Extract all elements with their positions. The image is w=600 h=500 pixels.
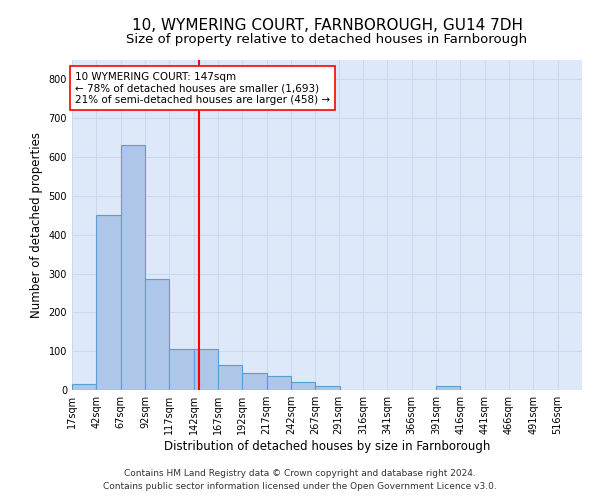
Bar: [169, 349, 194, 390]
Text: Size of property relative to detached houses in Farnborough: Size of property relative to detached ho…: [127, 32, 527, 46]
X-axis label: Distribution of detached houses by size in Farnborough: Distribution of detached houses by size …: [164, 440, 490, 453]
Bar: [266, 376, 291, 390]
Text: 10, WYMERING COURT, FARNBOROUGH, GU14 7DH: 10, WYMERING COURT, FARNBOROUGH, GU14 7D…: [131, 18, 523, 32]
Bar: [121, 146, 145, 390]
Bar: [291, 382, 316, 390]
Bar: [242, 372, 266, 390]
Bar: [218, 365, 242, 390]
Bar: [72, 384, 97, 390]
Text: Contains HM Land Registry data © Crown copyright and database right 2024.: Contains HM Land Registry data © Crown c…: [124, 468, 476, 477]
Bar: [436, 386, 460, 390]
Bar: [316, 386, 340, 390]
Bar: [97, 216, 121, 390]
Text: Contains public sector information licensed under the Open Government Licence v3: Contains public sector information licen…: [103, 482, 497, 491]
Bar: [194, 349, 218, 390]
Y-axis label: Number of detached properties: Number of detached properties: [30, 132, 43, 318]
Text: 10 WYMERING COURT: 147sqm
← 78% of detached houses are smaller (1,693)
21% of se: 10 WYMERING COURT: 147sqm ← 78% of detac…: [75, 72, 330, 105]
Bar: [145, 280, 169, 390]
